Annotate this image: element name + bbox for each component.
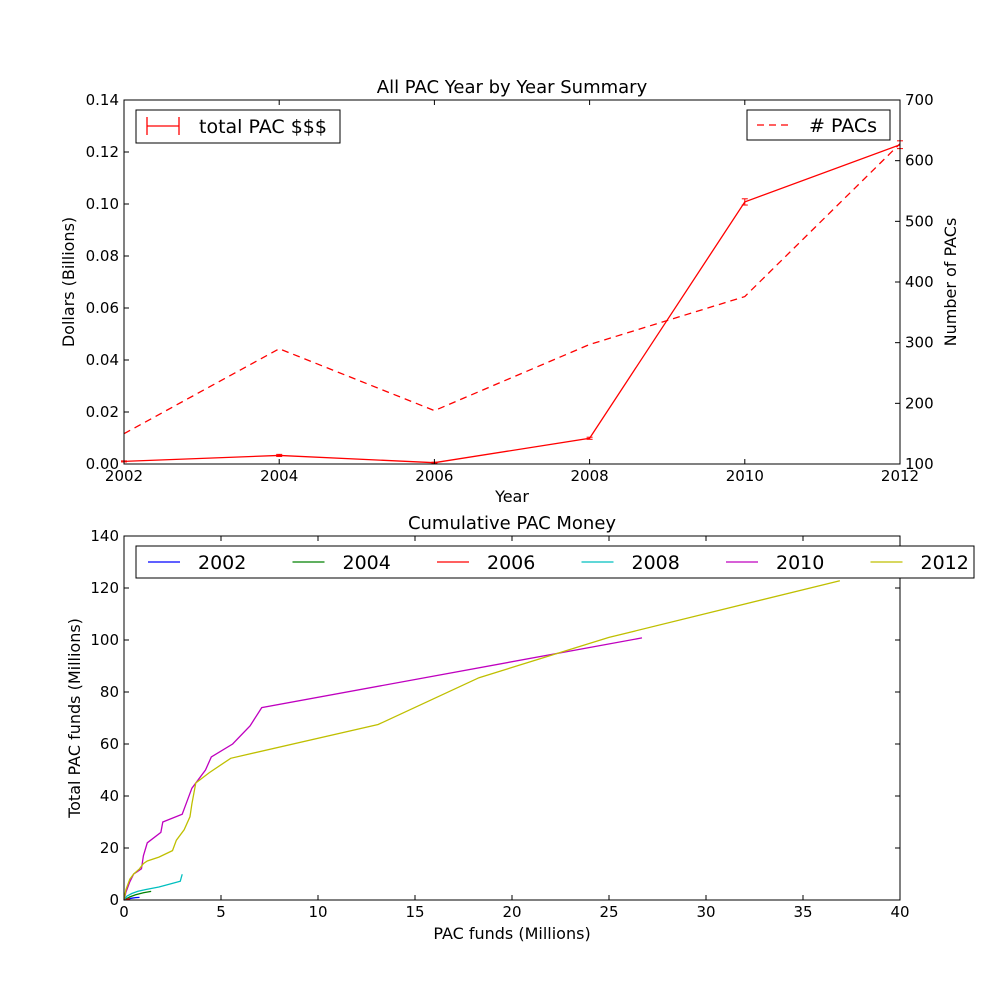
top-y2-tick-label-6: 700	[905, 91, 934, 109]
top-y2-axis-label: Number of PACs	[941, 218, 960, 347]
bottom-y-tick-label-6: 120	[90, 579, 119, 597]
bottom-legend-box	[135, 545, 975, 579]
bottom-legend: 2002 2004 2006 2008 2010 2012	[135, 545, 975, 579]
top-chart: All PAC Year by Year Summary 2002 2004 200…	[59, 77, 960, 506]
bottom-x-tick-label-4: 20	[502, 903, 521, 921]
bottom-series-line-2004	[123, 890, 152, 901]
top-y2-tick-label-0: 100	[905, 455, 934, 473]
bottom-x-tick-label-2: 10	[308, 903, 327, 921]
bottom-legend-label-2012: 2012	[921, 552, 969, 574]
top-x-tick-label-5: 2012	[881, 467, 919, 485]
bottom-y-axis-label: Total PAC funds (Millions)	[65, 618, 84, 819]
bottom-y-tick-label-2: 40	[100, 787, 119, 805]
top-chart-marks	[121, 140, 903, 464]
bottom-legend-label-2002: 2002	[198, 552, 246, 574]
top-y-tick-label-7: 0.14	[86, 91, 119, 109]
bottom-x-tick-label-0: 0	[119, 903, 129, 921]
bottom-series-line-2010	[123, 637, 643, 901]
top-y2-tick-label-3: 400	[905, 273, 934, 291]
bottom-chart-title: Cumulative PAC Money	[408, 513, 616, 534]
top-errorbar-4	[741, 198, 748, 206]
top-legend-left: total PAC $$$	[135, 109, 341, 144]
bottom-x-tick-label-7: 35	[793, 903, 812, 921]
top-series-line-1	[123, 143, 901, 435]
bottom-x-tick-label-5: 25	[599, 903, 618, 921]
top-x-tick-label-1: 2004	[260, 467, 298, 485]
top-y2-tick-label-2: 300	[905, 334, 934, 352]
top-y-tick-label-5: 0.10	[86, 195, 119, 213]
bottom-y-tick-label-7: 140	[90, 527, 119, 545]
top-x-tick-label-4: 2010	[726, 467, 764, 485]
top-legend-right: # PACs	[746, 109, 891, 141]
top-x-tick-label-0: 2002	[105, 467, 143, 485]
top-x-tick-label-3: 2008	[571, 467, 609, 485]
bottom-x-tick-label-3: 15	[405, 903, 424, 921]
bottom-chart: Cumulative PAC Money 0 5 10 15 20 25 30 35 40 0 20…	[65, 513, 975, 943]
top-errorbar-1	[276, 453, 283, 457]
bottom-x-tick-label-8: 40	[890, 903, 909, 921]
bottom-chart-ticks: 0 5 10 15 20 25 30 35 40 0 20 40 60 80 100 120 140	[90, 527, 909, 921]
bottom-y-tick-label-0: 0	[109, 891, 119, 909]
top-series-line-0	[123, 144, 901, 464]
top-errorbar-3	[586, 436, 593, 440]
top-chart-ticks: 2002 2004 2006 2008 2010 2012 0.00 0.02 0.04 0.06…	[86, 91, 934, 485]
bottom-chart-frame	[123, 535, 901, 901]
bottom-x-tick-label-6: 30	[696, 903, 715, 921]
top-y-axis-label: Dollars (Billions)	[59, 217, 78, 347]
top-legend-left-label: total PAC $$$	[199, 116, 327, 138]
bottom-series-line-2008	[123, 874, 183, 901]
bottom-chart-marks	[123, 580, 841, 901]
bottom-x-axis-label: PAC funds (Millions)	[433, 924, 590, 943]
top-y2-tick-label-1: 200	[905, 394, 934, 412]
top-x-tick-label-2: 2006	[415, 467, 453, 485]
top-y-tick-label-3: 0.06	[86, 299, 119, 317]
top-y-tick-label-6: 0.12	[86, 143, 119, 161]
bottom-legend-label-2004: 2004	[343, 552, 391, 574]
top-y2-tick-label-5: 600	[905, 152, 934, 170]
bottom-y-tick-label-3: 60	[100, 735, 119, 753]
bottom-y-tick-label-5: 100	[90, 631, 119, 649]
bottom-legend-label-2006: 2006	[487, 552, 535, 574]
top-chart-frame	[123, 99, 901, 465]
bottom-y-tick-label-1: 20	[100, 839, 119, 857]
top-y-tick-label-2: 0.04	[86, 351, 119, 369]
top-chart-title: All PAC Year by Year Summary	[377, 77, 648, 98]
top-y-tick-label-1: 0.02	[86, 403, 119, 421]
top-x-axis-label: Year	[494, 487, 529, 506]
top-legend-right-label: # PACs	[809, 115, 877, 137]
bottom-legend-label-2008: 2008	[632, 552, 680, 574]
bottom-x-tick-label-1: 5	[216, 903, 226, 921]
top-y2-tick-label-4: 500	[905, 212, 934, 230]
top-y-tick-label-0: 0.00	[86, 455, 119, 473]
bottom-y-tick-label-4: 80	[100, 683, 119, 701]
bottom-legend-label-2010: 2010	[776, 552, 824, 574]
top-y-tick-label-4: 0.08	[86, 247, 119, 265]
top-legend-left-errorbar-marker	[146, 117, 180, 135]
bottom-series-line-2012	[123, 580, 841, 901]
